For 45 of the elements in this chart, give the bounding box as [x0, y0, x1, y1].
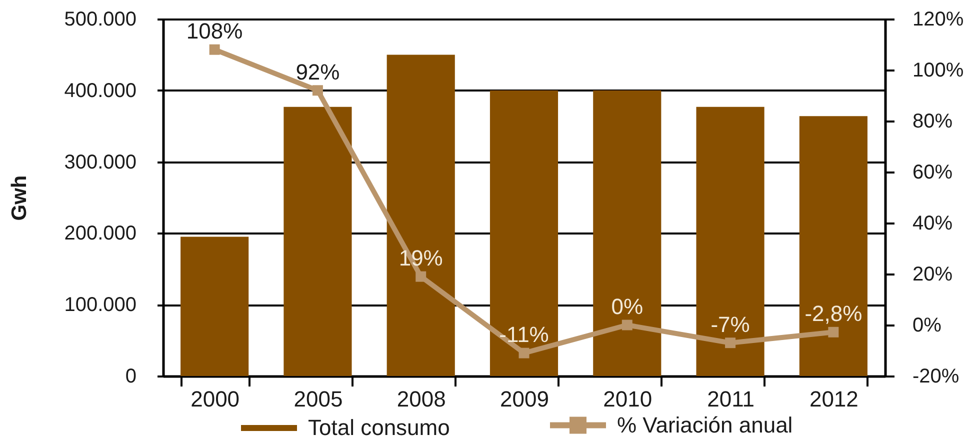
y2-tick-label: 80% — [912, 110, 953, 132]
point — [312, 85, 323, 96]
bar — [799, 116, 868, 376]
point — [828, 326, 839, 338]
bar — [284, 106, 352, 376]
x-tick-label: 2009 — [500, 386, 549, 412]
y2-tick-label: 40% — [912, 212, 953, 234]
y2-tick-label: 60% — [912, 162, 953, 184]
x-tick-label: 2010 — [603, 386, 652, 412]
y2-tick-label: 120% — [912, 8, 964, 30]
y-tick-label: 200.000 — [64, 222, 136, 245]
data-label: 108% — [186, 18, 243, 44]
bar — [180, 236, 249, 376]
data-label: 0% — [611, 294, 644, 319]
point — [518, 348, 530, 358]
y2-tick-label: -20% — [912, 366, 960, 388]
x-tick-label: 2008 — [396, 386, 446, 412]
data-label: -11% — [499, 322, 549, 348]
data-label: -7% — [710, 312, 750, 337]
point — [725, 338, 736, 348]
y-tick-label: 100.000 — [64, 294, 136, 316]
y-tick-label: 500.000 — [64, 8, 136, 30]
data-label: 92% — [296, 59, 340, 84]
y2-tick-label: 100% — [912, 60, 964, 82]
bar — [386, 54, 455, 376]
point — [209, 44, 220, 55]
bar — [490, 90, 558, 376]
bar — [593, 90, 662, 376]
x-tick-label: 2005 — [294, 386, 343, 412]
x-tick-label: 2011 — [707, 386, 754, 412]
y2-tick-label: 0% — [912, 314, 942, 336]
y-tick-label: 400.000 — [64, 80, 136, 102]
y-tick-label: 300.000 — [64, 151, 136, 174]
legend-label: % Variación anual — [617, 412, 793, 437]
x-tick-label: 2012 — [809, 386, 858, 412]
bar — [696, 106, 764, 376]
data-label: 19% — [398, 246, 443, 271]
data-label: -2,8% — [804, 301, 862, 326]
y-axis-title: Gwh — [8, 175, 32, 221]
x-tick-label: 2000 — [190, 386, 240, 412]
y-tick-label: 0 — [125, 366, 136, 388]
y2-tick-label: 20% — [912, 264, 953, 286]
legend-label: Total consumo — [308, 415, 450, 437]
point — [416, 271, 426, 282]
point — [622, 320, 632, 330]
